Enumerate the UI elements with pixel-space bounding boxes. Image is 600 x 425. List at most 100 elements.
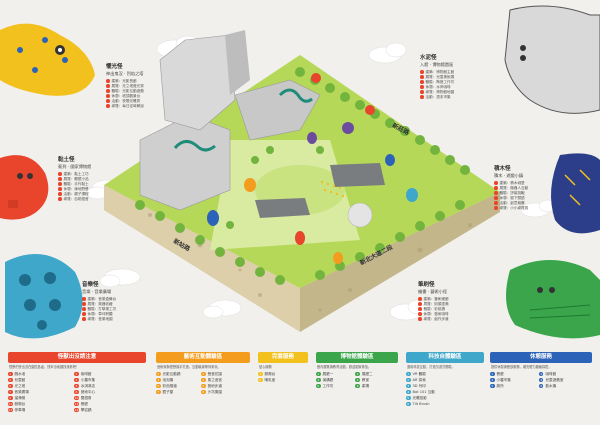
legend-item: 2 咖啡館: [74, 371, 92, 377]
legend-desc: 提供休憩與餐飲服務，補充體力繼續探險。: [491, 365, 552, 369]
area-br: 筆刷怪 繪畫 · 藝術小徑 建築：筆刷畫廊 展覽：街頭塗鴉 體驗：彩繪牆 休憩：…: [418, 280, 526, 322]
legend-header: 科技自體驗區: [406, 352, 484, 363]
legend-item: 7 鏡子屋: [156, 389, 174, 395]
area-row: 活動：親子課程: [58, 192, 166, 197]
legend-item: 7 音樂廣場: [8, 389, 29, 395]
area-row: 展覽：兒童美術展: [420, 75, 528, 80]
area-subtitle: 積木 · 遊戲小鎮: [494, 173, 524, 178]
legend-item: 4 小農市集: [74, 377, 96, 383]
area-row: 活動：週末市集: [420, 95, 528, 100]
legend-item: 4 Bot 101 互動: [406, 389, 435, 395]
legend-item: 5 光之塔: [8, 383, 26, 389]
area-title: 懼光怪: [106, 64, 123, 70]
legend-2: 完套服務 貼心服務 1 服務台 2 哺乳室: [258, 352, 308, 422]
area-row: 導覽：自助語音: [58, 197, 166, 202]
area-row: 導覽：博物館地圖: [420, 90, 528, 95]
area-tr: 水泥怪 入館 · 博物館園區 建築：博物館主館 展覽：兒童美術展 體驗：陶藝工作…: [420, 53, 528, 100]
legend-item: 4 教室: [355, 377, 370, 383]
area-row: 活動：夜間光雕秀: [106, 99, 214, 104]
area-subtitle: 入館 · 博物館園區: [420, 62, 454, 67]
legend-5: 休憩服務 提供休憩與餐飲服務，補充體力繼續探險。 1 餐廳 2 咖啡館 3 小農市集 …: [490, 352, 592, 422]
legend-header: 博物館體驗區: [316, 352, 398, 363]
legend-item: 3 3D 列印: [406, 383, 426, 389]
legend-item: 3 泡泡機: [156, 377, 174, 383]
legend-item: 13 停車場: [8, 407, 26, 413]
legend-item: 1 戲水池: [8, 371, 26, 377]
legend-item: 6 Tilt Brush: [406, 401, 430, 407]
area-row: 建築：黏土工坊: [58, 172, 166, 177]
legend-desc: 館內展覽與教育活動，歡迎闔家參加。: [317, 365, 372, 369]
legend-item: 9 溜滑梯: [8, 395, 26, 401]
area-subtitle: 神出鬼沒 · 烈焰之塔: [106, 71, 144, 76]
area-title: 黏土怪: [58, 157, 75, 163]
legend-item: 1 餐廳: [490, 371, 504, 377]
area-row: 展覽：街頭塗鴉: [418, 302, 526, 307]
area-row: 展覽：樂器收藏: [82, 302, 190, 307]
legend-item: 6 冰淇淋店: [74, 383, 96, 389]
legend-item: 6 劇場: [355, 383, 370, 389]
area-row: 休憩：水岸咖啡: [420, 85, 528, 90]
legend-item: 12 餐廳: [74, 401, 88, 407]
area-bl: 音樂怪 音樂 · 音樂廣場 建築：音樂盒舞台 展覽：樂器收藏 體驗：打擊樂工坊 …: [82, 280, 190, 322]
area-title: 積木怪: [494, 166, 511, 172]
area-row: 導覽：小小導覽員: [494, 206, 600, 211]
legend-1: 藝術互動體驗區 藝術家與怪獸攜手打造，互動裝置等你來玩。 1 光影互動牆 2 聲音花…: [156, 352, 250, 422]
area-row: 建築：音樂盒舞台: [82, 297, 190, 302]
legend-header: 完套服務: [258, 352, 308, 363]
area-subtitle: 簽到 · 國家博物館: [58, 164, 92, 169]
legend-0: 怪獸出沒請注意 怪獸們會出沒在園區各處，快拿出地圖找找看吧！ 1 戲水池 2 咖啡館…: [8, 352, 146, 422]
legend-desc: 怪獸們會出沒在園區各處，快拿出地圖找找看吧！: [9, 365, 80, 369]
area-row: 建築：積木城堡: [494, 181, 600, 186]
yellow-monster: [0, 23, 95, 96]
area-row: 休憩：塔頂觀景台: [106, 94, 214, 99]
grey-monster: [504, 5, 600, 114]
area-title: 音樂怪: [82, 282, 99, 288]
legend-item: 5 廁所: [490, 383, 504, 389]
area-row: 體驗：手作黏土: [58, 182, 166, 187]
green-monster: [506, 260, 600, 339]
navy-monster: [551, 153, 600, 234]
building-pavilion: [255, 198, 310, 218]
legend-item: 5 光雕投影: [406, 395, 427, 401]
legend-desc: 貼心服務: [259, 365, 272, 369]
legend-header: 藝術互動體驗區: [156, 352, 250, 363]
legend-4: 科技自體驗區 運用科技互動，打造沉浸式體驗。 1 VR 體驗 2 AR 探索 3 3D…: [406, 352, 484, 422]
area-row: 建築：光影長廊: [106, 79, 214, 84]
legend-desc: 運用科技互動，打造沉浸式體驗。: [407, 365, 455, 369]
legend-item: 3 演講廳: [316, 377, 334, 383]
area-title: 筆刷怪: [418, 282, 435, 288]
legend-items: 1 展廳一 2 展廳二 3 演講廳 4 教室 5 工作坊 6 劇場: [316, 371, 398, 389]
legend-item: 10 閱讀角: [74, 395, 92, 401]
island-monsters: [173, 73, 418, 264]
area-title: 水泥怪: [420, 55, 437, 61]
dotted-field: [320, 180, 345, 198]
legend-item: 1 展廳一: [316, 371, 334, 377]
legend-item: 4 兒童遊戲室: [538, 377, 564, 383]
legend-item: 6 藝術步道: [201, 383, 222, 389]
legend-item: 8 藝術中心: [74, 389, 96, 395]
area-row: 建築：筆刷畫廊: [418, 297, 526, 302]
legend-item: 2 哺乳室: [258, 377, 276, 383]
legend-item: 2 AR 探索: [406, 377, 426, 383]
area-ml: 黏土怪 簽到 · 國家博物館 建築：黏土工坊 展覽：雕塑小品 體驗：手作黏土 休…: [58, 155, 166, 202]
legend-item: 3 兒童館: [8, 377, 26, 383]
area-row: 體驗：光影互動遊戲: [106, 89, 214, 94]
area-row: 展覽：光之塔燈光秀: [106, 84, 214, 89]
legend-item: 3 小農市集: [490, 377, 511, 383]
legend-item: 5 工作坊: [316, 383, 334, 389]
area-row: 體驗：陶藝工作坊: [420, 80, 528, 85]
legend-item: 4 風之迷宮: [201, 377, 222, 383]
area-row: 休憩：藝術咖啡: [418, 312, 526, 317]
legend-header: 休憩服務: [490, 352, 592, 363]
area-row: 體驗：彩繪牆: [418, 307, 526, 312]
area-row: 導覽：音樂地圖: [82, 317, 190, 322]
legend-items: 1 餐廳 2 咖啡館 3 小農市集 4 兒童遊戲室 5 廁所 6 飲水機: [490, 371, 592, 389]
legend-item: 2 展廳二: [355, 371, 373, 377]
legend-items: 1 光影互動牆 2 聲音花園 3 泡泡機 4 風之迷宮 5 彩色隧道 6 藝術步道 7 鏡子屋…: [156, 371, 250, 395]
legend-3: 博物館體驗區 館內展覽與教育活動，歡迎闔家參加。 1 展廳一 2 展廳二 3 演講廳 …: [316, 352, 398, 422]
legend-item: 1 光影互動牆: [156, 371, 181, 377]
legend-desc: 藝術家與怪獸攜手打造，互動裝置等你來玩。: [157, 365, 221, 369]
area-row: 休憩：綠地野餐: [58, 187, 166, 192]
